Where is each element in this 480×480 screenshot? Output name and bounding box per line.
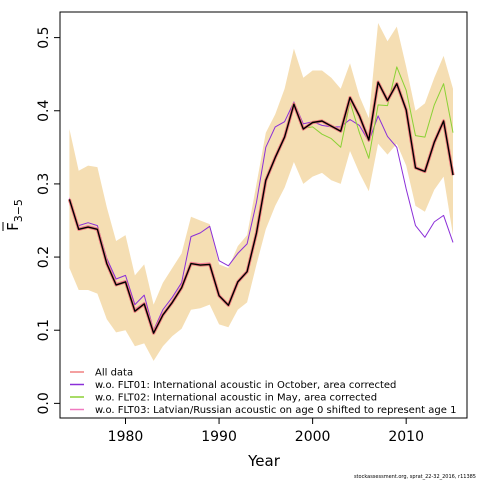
x-tick-label: 1980 [108,429,144,445]
y-tick-label: 0.1 [36,319,52,341]
y-tick-label: 0.4 [36,100,52,122]
x-tick-label: 1990 [201,429,237,445]
y-tick-label: 0.5 [36,26,52,48]
series-line-0 [68,101,454,331]
y-axis: 0.0 0.1 0.2 0.3 0.4 0.5 [36,26,61,415]
confidence-band [69,23,454,361]
y-tick-label: 0.2 [36,246,52,268]
footer-credit: stockassessment.org, sprat_22-32_2016, r… [354,474,476,480]
series-layer [67,66,455,335]
x-tick-label: 2010 [388,429,424,445]
x-axis: 1980 1990 2000 2010 [108,417,424,445]
legend-label: w.o. FLT01: International acoustic in Oc… [95,380,396,391]
y-axis-label-main: F [4,222,22,231]
series-line-4 [68,81,454,334]
legend-label: All data [95,368,133,379]
y-axis-label-sub: 3−5 [12,199,25,222]
svg-text:F3−5: F3−5 [4,199,25,231]
y-axis-label: F3−5 [2,199,25,231]
confidence-band-layer [69,23,454,361]
legend-label: w.o. FLT03: Latvian/Russian acoustic on … [95,405,456,416]
y-tick-label: 0.0 [36,392,52,414]
x-axis-label: Year [247,452,281,470]
y-tick-label: 0.3 [36,173,52,195]
x-tick-label: 2000 [295,429,331,445]
legend-label: w.o. FLT02: International acoustic in Ma… [95,393,377,404]
